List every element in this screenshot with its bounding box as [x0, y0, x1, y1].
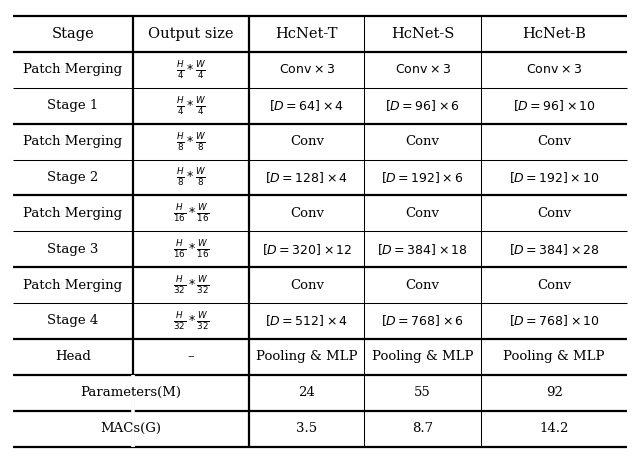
Text: $\frac{H}{16} * \frac{W}{16}$: $\frac{H}{16} * \frac{W}{16}$ — [173, 238, 209, 260]
Text: 24: 24 — [298, 386, 315, 399]
Text: $\left[D = 320\right] \times 12$: $\left[D = 320\right] \times 12$ — [262, 242, 352, 256]
Text: $\left[D = 64\right] \times 4$: $\left[D = 64\right] \times 4$ — [269, 98, 344, 113]
Text: $\left[D = 192\right] \times 10$: $\left[D = 192\right] \times 10$ — [509, 170, 600, 185]
Text: $\left[D = 96\right] \times 6$: $\left[D = 96\right] \times 6$ — [385, 98, 460, 113]
Text: Conv: Conv — [406, 278, 440, 292]
Text: $\frac{H}{8} * \frac{W}{8}$: $\frac{H}{8} * \frac{W}{8}$ — [176, 167, 206, 188]
Text: Patch Merging: Patch Merging — [23, 207, 122, 220]
Text: 3.5: 3.5 — [296, 422, 317, 435]
Text: Patch Merging: Patch Merging — [23, 135, 122, 148]
Text: Stage: Stage — [51, 27, 94, 41]
Text: Patch Merging: Patch Merging — [23, 278, 122, 292]
Text: 14.2: 14.2 — [540, 422, 569, 435]
Text: $\left[D = 768\right] \times 10$: $\left[D = 768\right] \times 10$ — [509, 314, 600, 328]
Text: Conv: Conv — [406, 207, 440, 220]
Text: Parameters(M): Parameters(M) — [81, 386, 182, 399]
Text: 8.7: 8.7 — [412, 422, 433, 435]
Text: HcNet-B: HcNet-B — [522, 27, 586, 41]
Text: $\frac{H}{4} * \frac{W}{4}$: $\frac{H}{4} * \frac{W}{4}$ — [176, 95, 206, 117]
Text: Pooling & MLP: Pooling & MLP — [503, 350, 605, 363]
Text: Stage 3: Stage 3 — [47, 243, 99, 256]
Text: Stage 4: Stage 4 — [47, 315, 99, 327]
Text: –: – — [188, 350, 195, 363]
Text: $\mathrm{Conv}\times3$: $\mathrm{Conv}\times3$ — [395, 63, 451, 76]
Text: $\left[D = 384\right] \times 28$: $\left[D = 384\right] \times 28$ — [509, 242, 600, 256]
Text: HcNet-T: HcNet-T — [276, 27, 338, 41]
Text: $\mathrm{Conv}\times3$: $\mathrm{Conv}\times3$ — [526, 63, 582, 76]
Text: $\left[D = 512\right] \times 4$: $\left[D = 512\right] \times 4$ — [265, 314, 348, 328]
Text: 55: 55 — [414, 386, 431, 399]
Text: $\left[D = 384\right] \times 18$: $\left[D = 384\right] \times 18$ — [377, 242, 468, 256]
Text: Stage 2: Stage 2 — [47, 171, 99, 184]
Text: Patch Merging: Patch Merging — [23, 63, 122, 76]
Text: Conv: Conv — [290, 278, 324, 292]
Text: Stage 1: Stage 1 — [47, 99, 99, 112]
Text: 92: 92 — [546, 386, 563, 399]
Text: $\frac{H}{16} * \frac{W}{16}$: $\frac{H}{16} * \frac{W}{16}$ — [173, 202, 209, 224]
Text: $\frac{H}{4} * \frac{W}{4}$: $\frac{H}{4} * \frac{W}{4}$ — [176, 59, 206, 81]
Text: $\left[D = 96\right] \times 10$: $\left[D = 96\right] \times 10$ — [513, 98, 596, 113]
Text: $\frac{H}{32} * \frac{W}{32}$: $\frac{H}{32} * \frac{W}{32}$ — [173, 274, 209, 296]
Text: Conv: Conv — [406, 135, 440, 148]
Text: HcNet-S: HcNet-S — [391, 27, 454, 41]
Text: Head: Head — [55, 350, 91, 363]
Text: Conv: Conv — [290, 135, 324, 148]
Text: Conv: Conv — [290, 207, 324, 220]
Text: $\mathrm{Conv}\times3$: $\mathrm{Conv}\times3$ — [279, 63, 335, 76]
Text: Output size: Output size — [148, 27, 234, 41]
Text: $\left[D = 192\right] \times 6$: $\left[D = 192\right] \times 6$ — [381, 170, 464, 185]
Text: Conv: Conv — [537, 135, 571, 148]
Text: Conv: Conv — [537, 278, 571, 292]
Text: $\frac{H}{32} * \frac{W}{32}$: $\frac{H}{32} * \frac{W}{32}$ — [173, 310, 209, 332]
Text: MACs(G): MACs(G) — [100, 422, 161, 435]
Text: Pooling & MLP: Pooling & MLP — [372, 350, 474, 363]
Text: Pooling & MLP: Pooling & MLP — [256, 350, 358, 363]
Text: $\left[D = 768\right] \times 6$: $\left[D = 768\right] \times 6$ — [381, 314, 464, 328]
Text: $\left[D = 128\right] \times 4$: $\left[D = 128\right] \times 4$ — [265, 170, 348, 185]
Text: Conv: Conv — [537, 207, 571, 220]
Text: $\frac{H}{8} * \frac{W}{8}$: $\frac{H}{8} * \frac{W}{8}$ — [176, 131, 206, 153]
